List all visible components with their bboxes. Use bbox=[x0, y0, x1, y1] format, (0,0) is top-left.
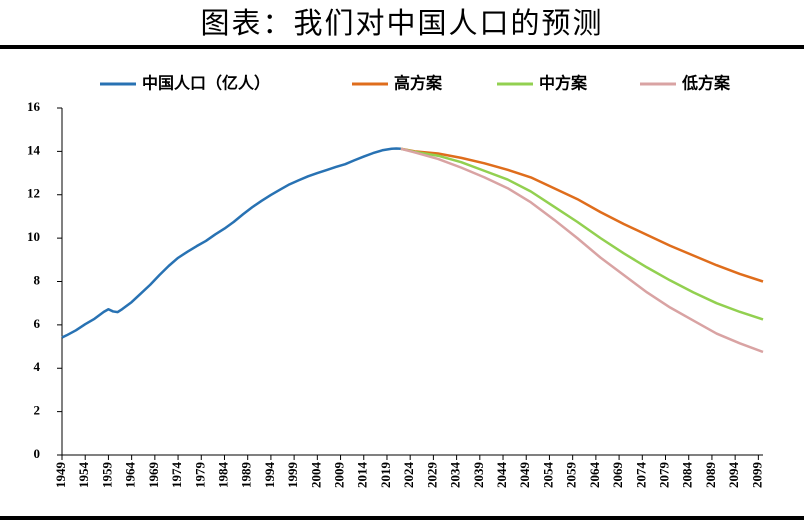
x-tick-label: 1984 bbox=[215, 462, 230, 489]
x-tick-label: 2004 bbox=[308, 462, 323, 489]
x-tick-label: 2064 bbox=[587, 462, 602, 489]
x-tick-label: 2024 bbox=[401, 462, 416, 489]
x-tick-label: 2019 bbox=[378, 462, 393, 489]
x-tick-label: 2034 bbox=[448, 462, 463, 489]
x-tick-label: 2044 bbox=[494, 462, 509, 489]
x-tick-label: 2094 bbox=[726, 462, 741, 489]
x-tick-label: 1954 bbox=[76, 462, 91, 489]
y-tick-label: 14 bbox=[27, 142, 41, 157]
legend-label: 中国人口（亿人） bbox=[142, 74, 270, 93]
title-rule bbox=[0, 45, 804, 49]
x-tick-label: 1989 bbox=[239, 462, 254, 489]
x-tick-label: 1949 bbox=[53, 462, 68, 489]
x-tick-label: 2029 bbox=[424, 462, 439, 489]
y-tick-label: 2 bbox=[34, 403, 41, 418]
x-tick-label: 2014 bbox=[355, 462, 370, 489]
legend-label: 低方案 bbox=[681, 74, 731, 93]
y-tick-label: 8 bbox=[34, 272, 41, 287]
y-tick-label: 10 bbox=[27, 229, 40, 244]
series-line bbox=[61, 147, 401, 339]
x-tick-label: 1974 bbox=[169, 462, 184, 489]
y-tick-label: 6 bbox=[34, 316, 41, 331]
x-tick-label: 1964 bbox=[123, 462, 138, 489]
x-tick-label: 2084 bbox=[680, 462, 695, 489]
series-line bbox=[400, 147, 764, 321]
x-tick-label: 2089 bbox=[703, 462, 718, 489]
x-tick-label: 2079 bbox=[656, 462, 671, 489]
x-tick-label: 2049 bbox=[517, 462, 532, 489]
x-tick-label: 2009 bbox=[332, 462, 347, 489]
x-tick-label: 2059 bbox=[564, 462, 579, 489]
x-tick-label: 2054 bbox=[540, 462, 555, 489]
y-tick-label: 16 bbox=[27, 99, 41, 114]
series-line bbox=[400, 147, 764, 354]
x-tick-label: 1969 bbox=[146, 462, 161, 489]
chart-title: 图表：我们对中国人口的预测 bbox=[200, 6, 603, 40]
y-tick-label: 4 bbox=[34, 359, 41, 374]
x-tick-label: 1999 bbox=[285, 462, 300, 489]
x-tick-label: 1979 bbox=[192, 462, 207, 489]
legend-label: 高方案 bbox=[394, 74, 443, 93]
x-tick-label: 1994 bbox=[262, 462, 277, 489]
legend-label: 中方案 bbox=[539, 74, 588, 93]
x-tick-label: 2069 bbox=[610, 462, 625, 489]
x-tick-label: 2074 bbox=[633, 462, 648, 489]
x-tick-label: 1959 bbox=[99, 462, 114, 489]
series-line bbox=[400, 147, 764, 283]
y-tick-label: 12 bbox=[27, 186, 40, 201]
x-tick-label: 2099 bbox=[749, 462, 764, 489]
x-tick-label: 2039 bbox=[471, 462, 486, 489]
bottom-rule bbox=[0, 516, 804, 520]
y-tick-label: 0 bbox=[34, 446, 41, 461]
